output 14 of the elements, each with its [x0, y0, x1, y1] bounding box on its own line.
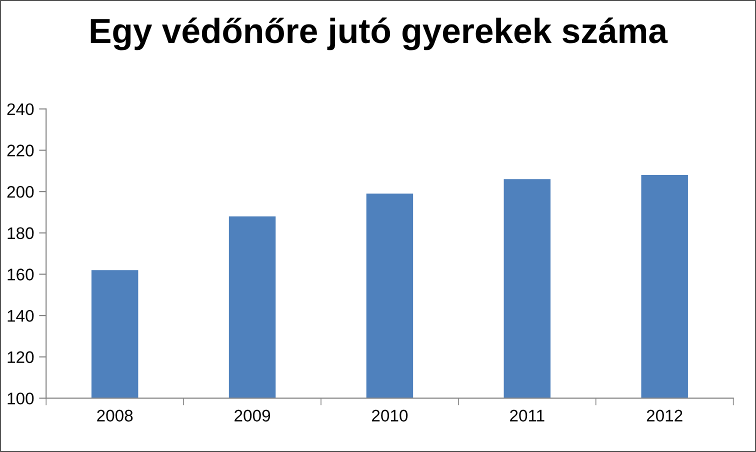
y-tick-label: 140: [8, 310, 34, 322]
y-tick-label: 120: [8, 351, 34, 364]
y-tick-label: 200: [7, 186, 34, 198]
y-tick-label: 220: [7, 144, 34, 156]
y-tick-label: 180: [8, 227, 34, 240]
x-tick-label: 2009: [234, 410, 270, 422]
y-tick-label: 160: [8, 268, 34, 280]
chart-title: Egy védőnőre jutó gyerekek száma: [90, 17, 668, 50]
x-tick-label: 2012: [646, 410, 682, 422]
x-tick-label: 2008: [97, 410, 133, 422]
y-tick-label: 100: [8, 392, 34, 404]
x-tick-label: 2011: [510, 410, 544, 422]
x-tick-label: 2010: [372, 410, 408, 422]
y-tick-label: 240: [7, 103, 34, 116]
